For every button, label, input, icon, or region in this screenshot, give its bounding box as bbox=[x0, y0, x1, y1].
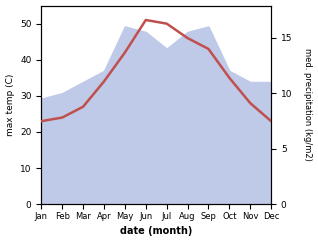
X-axis label: date (month): date (month) bbox=[120, 227, 192, 236]
Y-axis label: max temp (C): max temp (C) bbox=[5, 74, 15, 136]
Y-axis label: med. precipitation (kg/m2): med. precipitation (kg/m2) bbox=[303, 48, 313, 161]
